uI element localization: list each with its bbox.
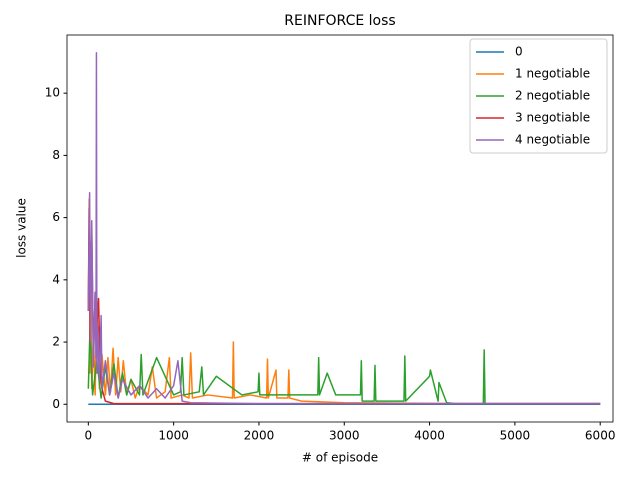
y-tick-label: 0: [52, 397, 60, 411]
series-line: [87, 207, 601, 405]
x-axis-label: # of episode: [302, 451, 378, 465]
x-tick-label: 4000: [414, 429, 445, 443]
legend-label: 3 negotiable: [515, 111, 590, 125]
legend-label: 0: [515, 45, 523, 59]
legend-label: 2 negotiable: [515, 89, 590, 103]
x-tick-label: 0: [85, 429, 93, 443]
x-tick-label: 2000: [244, 429, 275, 443]
y-tick-label: 2: [52, 335, 60, 349]
legend-label: 1 negotiable: [515, 67, 590, 81]
axes-frame: [66, 34, 614, 423]
x-tick-label: 3000: [329, 429, 360, 443]
y-tick-label: 4: [52, 272, 60, 286]
y-axis-label: loss value: [15, 198, 29, 258]
y-tick-label: 10: [45, 86, 60, 100]
chart-title: REINFORCE loss: [284, 13, 395, 29]
legend-box: [469, 38, 608, 154]
x-tick-label: 5000: [500, 429, 531, 443]
series-line: [87, 325, 601, 405]
series-line: [87, 51, 601, 405]
y-tick-label: 6: [52, 210, 60, 224]
series-line: [87, 198, 601, 405]
x-tick-label: 6000: [585, 429, 616, 443]
legend-label: 4 negotiable: [515, 133, 590, 147]
y-tick-label: 8: [52, 148, 60, 162]
x-tick-label: 1000: [158, 429, 189, 443]
